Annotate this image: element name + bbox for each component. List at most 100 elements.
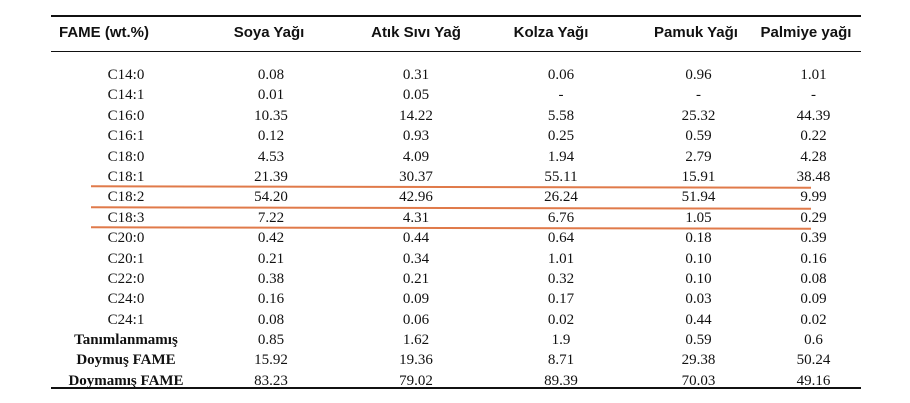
header-palmiye: Palmiye yağı bbox=[760, 24, 852, 41]
value-cell: 5.58 bbox=[547, 107, 575, 124]
value-cell: 0.93 bbox=[402, 128, 430, 145]
value-cell: 0.59 bbox=[685, 128, 712, 145]
table-row: C18:1 21.39 30.37 55.11 15.91 38.48 bbox=[51, 167, 861, 187]
value-cell: 1.01 bbox=[547, 250, 575, 267]
value-cell: 0.02 bbox=[547, 311, 575, 328]
value-cell: 4.53 bbox=[257, 148, 285, 165]
table-row: C18:0 4.53 4.09 1.94 2.79 4.28 bbox=[51, 147, 861, 167]
value-cell: 8.71 bbox=[547, 352, 575, 369]
value-cell: 10.35 bbox=[254, 107, 288, 124]
value-cell: 70.03 bbox=[681, 372, 716, 389]
value-cell: 0.18 bbox=[685, 230, 712, 247]
value-cell: 25.32 bbox=[681, 107, 716, 124]
row-label: Doymuş FAME bbox=[76, 352, 176, 369]
table-row: C14:0 0.08 0.31 0.06 0.96 1.01 bbox=[51, 65, 861, 85]
row-label: C18:0 bbox=[107, 148, 145, 165]
value-cell: 0.31 bbox=[402, 67, 430, 83]
table-row: C24:0 0.16 0.09 0.17 0.03 0.09 bbox=[51, 289, 861, 309]
value-cell: 21.39 bbox=[254, 168, 288, 185]
value-cell: 0.06 bbox=[402, 311, 430, 328]
value-cell: 0.29 bbox=[800, 209, 827, 226]
table-header-row: FAME (wt.%) Soya Yağı Atık Sıvı Yağ Kolz… bbox=[51, 16, 861, 50]
value-cell: 1.9 bbox=[551, 332, 571, 349]
value-cell: 19.36 bbox=[399, 352, 433, 369]
value-cell: 89.39 bbox=[544, 372, 578, 389]
table-row: C20:0 0.42 0.44 0.64 0.18 0.39 bbox=[51, 228, 861, 248]
value-cell: 0.21 bbox=[257, 250, 285, 267]
value-cell: 51.94 bbox=[681, 189, 716, 206]
header-kolza: Kolza Yağı bbox=[513, 24, 589, 41]
row-label: C18:2 bbox=[107, 189, 145, 206]
table-top-rule bbox=[51, 15, 861, 17]
row-label: Tanımlanmamış bbox=[74, 332, 178, 349]
row-label: C24:0 bbox=[107, 291, 145, 308]
value-cell: 15.91 bbox=[681, 168, 716, 185]
value-cell: 0.16 bbox=[800, 250, 827, 267]
value-cell: 0.34 bbox=[402, 250, 430, 267]
value-cell: 0.03 bbox=[685, 291, 712, 308]
value-cell: 1.01 bbox=[800, 67, 827, 83]
value-cell: 0.85 bbox=[257, 332, 285, 349]
value-cell: 0.22 bbox=[800, 128, 827, 145]
table-row: C18:3 7.22 4.31 6.76 1.05 0.29 bbox=[51, 208, 861, 228]
row-label: C22:0 bbox=[107, 270, 145, 287]
value-cell: 1.62 bbox=[402, 332, 430, 349]
value-cell: 54.20 bbox=[254, 189, 288, 206]
value-cell: 4.31 bbox=[402, 209, 430, 226]
value-cell: 15.92 bbox=[254, 352, 288, 369]
value-cell: 0.17 bbox=[547, 291, 575, 308]
value-cell: 0.25 bbox=[547, 128, 575, 145]
table-row: Doymuş FAME 15.92 19.36 8.71 29.38 50.24 bbox=[51, 350, 861, 370]
value-cell: 49.16 bbox=[796, 372, 831, 389]
value-cell: 4.09 bbox=[402, 148, 430, 165]
row-label: Doymamış FAME bbox=[68, 372, 184, 389]
row-label: C16:1 bbox=[107, 128, 145, 145]
value-cell: 0.96 bbox=[685, 67, 712, 83]
value-cell: - bbox=[696, 87, 701, 104]
value-cell: 0.59 bbox=[685, 332, 712, 349]
value-cell: 0.08 bbox=[257, 67, 285, 83]
value-cell: 42.96 bbox=[399, 189, 433, 206]
value-cell: 0.12 bbox=[257, 128, 285, 145]
value-cell: 79.02 bbox=[399, 372, 433, 389]
table-row: C16:0 10.35 14.22 5.58 25.32 44.39 bbox=[51, 106, 861, 126]
table-row: C14:1 0.01 0.05 - - - bbox=[51, 85, 861, 105]
table-body: C14:0 0.08 0.31 0.06 0.96 1.01 C14:1 0.01 0.05 - -… bbox=[51, 65, 861, 391]
value-cell: 0.05 bbox=[402, 87, 430, 104]
value-cell: 83.23 bbox=[254, 372, 288, 389]
table-row: C24:1 0.08 0.06 0.02 0.44 0.02 bbox=[51, 310, 861, 330]
row-label: C14:0 bbox=[107, 67, 145, 83]
value-cell: 0.10 bbox=[685, 250, 712, 267]
value-cell: 0.09 bbox=[800, 291, 827, 308]
value-cell: 0.39 bbox=[800, 230, 827, 247]
value-cell: 0.44 bbox=[685, 311, 712, 328]
value-cell: 0.10 bbox=[685, 270, 712, 287]
value-cell: - bbox=[811, 87, 816, 104]
value-cell: 7.22 bbox=[257, 209, 285, 226]
value-cell: 0.08 bbox=[257, 311, 285, 328]
value-cell: 6.76 bbox=[547, 209, 575, 226]
value-cell: 0.16 bbox=[257, 291, 285, 308]
row-label: C20:0 bbox=[107, 230, 145, 247]
value-cell: 55.11 bbox=[544, 168, 578, 185]
value-cell: 0.38 bbox=[257, 270, 285, 287]
header-fame: FAME (wt.%) bbox=[59, 24, 149, 41]
header-soya: Soya Yağı bbox=[233, 24, 305, 41]
value-cell: 26.24 bbox=[544, 189, 578, 206]
value-cell: 0.09 bbox=[402, 291, 430, 308]
value-cell: 38.48 bbox=[796, 168, 831, 185]
value-cell: 29.38 bbox=[681, 352, 716, 369]
header-atik-sivi: Atık Sıvı Yağ bbox=[371, 24, 461, 41]
value-cell: 2.79 bbox=[685, 148, 712, 165]
value-cell: 44.39 bbox=[796, 107, 831, 124]
row-label: C14:1 bbox=[107, 87, 145, 104]
row-label: C24:1 bbox=[107, 311, 145, 328]
value-cell: 0.01 bbox=[257, 87, 285, 104]
table-row: C22:0 0.38 0.21 0.32 0.10 0.08 bbox=[51, 269, 861, 289]
value-cell: 0.64 bbox=[547, 230, 575, 247]
value-cell: 0.6 bbox=[804, 332, 823, 349]
row-label: C16:0 bbox=[107, 107, 145, 124]
table-row: Doymamış FAME 83.23 79.02 89.39 70.03 49.16 bbox=[51, 371, 861, 391]
row-label: C20:1 bbox=[107, 250, 145, 267]
value-cell: 0.06 bbox=[547, 67, 575, 83]
